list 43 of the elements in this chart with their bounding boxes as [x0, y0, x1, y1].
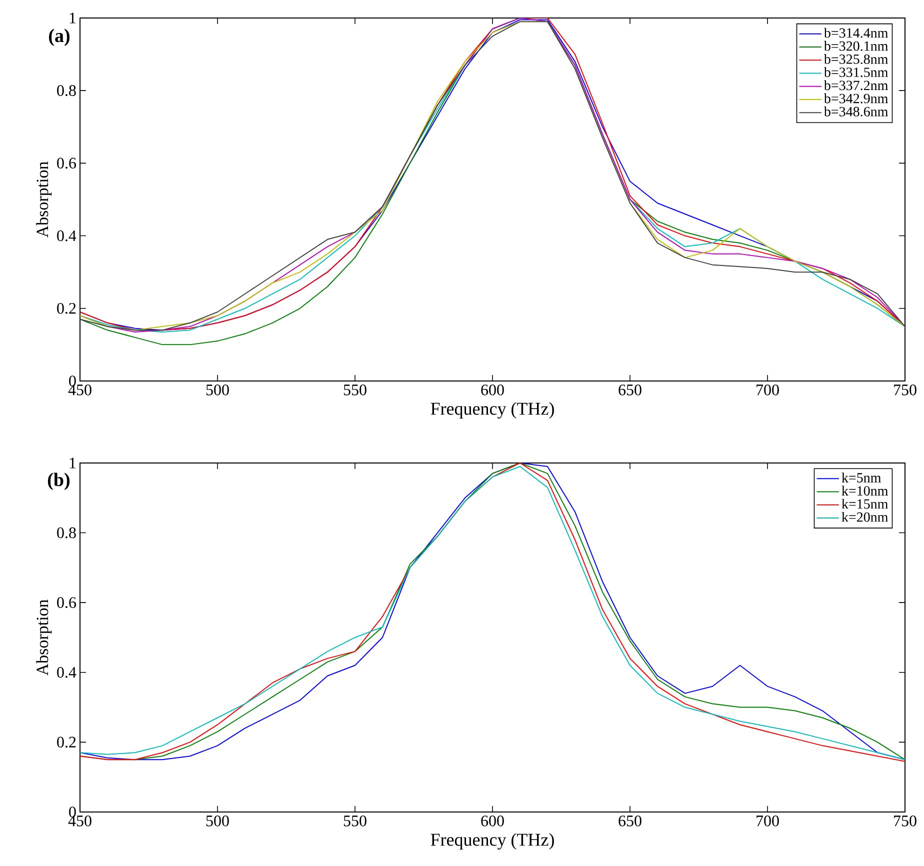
y-tick-label: 0.4 — [57, 666, 76, 678]
y-tick-label: 0.6 — [57, 158, 76, 169]
y-tick-label: 0.6 — [57, 597, 76, 608]
x-tick-label: 700 — [756, 816, 779, 826]
y-axis-title: Absorption — [36, 161, 52, 238]
y-tick-label: 0.4 — [57, 230, 76, 242]
legend-label: b=331.5nm — [824, 67, 888, 78]
legend-label: b=348.6nm — [824, 106, 888, 116]
x-tick-label: 550 — [344, 384, 366, 396]
y-tick-label: 0 — [69, 806, 76, 818]
y-axis-title: Absorption — [36, 599, 52, 676]
x-tick-label: 650 — [618, 384, 642, 396]
x-axis-title: Frequency (THz) — [430, 402, 554, 419]
x-tick-label: 650 — [618, 816, 642, 826]
x-tick-label: 600 — [481, 816, 504, 826]
x-tick-label: 500 — [206, 816, 229, 826]
legend-label: b=314.4nm — [824, 28, 888, 38]
x-tick-label: 550 — [344, 816, 366, 826]
x-tick-label: 600 — [481, 384, 504, 396]
legend-label: b=342.9nm — [824, 93, 888, 104]
x-tick-label: 750 — [894, 816, 916, 826]
chart-title: (b) — [48, 472, 70, 490]
x-tick-label: 450 — [68, 816, 92, 826]
y-tick-label: 1 — [70, 458, 76, 468]
x-axis-title: Frequency (THz) — [430, 833, 554, 850]
x-tick-label: 500 — [206, 384, 229, 396]
x-tick-label: 700 — [756, 384, 779, 396]
y-tick-label: 1 — [70, 12, 76, 24]
text: (a) — [49, 28, 70, 46]
y-tick-label: 0 — [69, 376, 76, 386]
x-tick-label: 450 — [68, 384, 92, 396]
y-tick-label: 0.2 — [57, 302, 76, 314]
y-tick-label: 0.8 — [57, 85, 76, 96]
y-tick-label: 0.8 — [57, 527, 76, 538]
legend-label: k=20nm — [842, 512, 888, 522]
legend-label: b=320.1nm — [824, 40, 888, 51]
legend-label: k=5nm — [842, 472, 882, 482]
legend-label: k=15nm — [842, 498, 888, 509]
x-tick-label: 750 — [894, 384, 916, 396]
y-tick-label: 0.2 — [57, 736, 76, 748]
legend-label: k=10nm — [842, 486, 888, 496]
legend-label: b=337.2nm — [824, 80, 888, 90]
legend-label: b=325.8nm — [824, 54, 888, 64]
